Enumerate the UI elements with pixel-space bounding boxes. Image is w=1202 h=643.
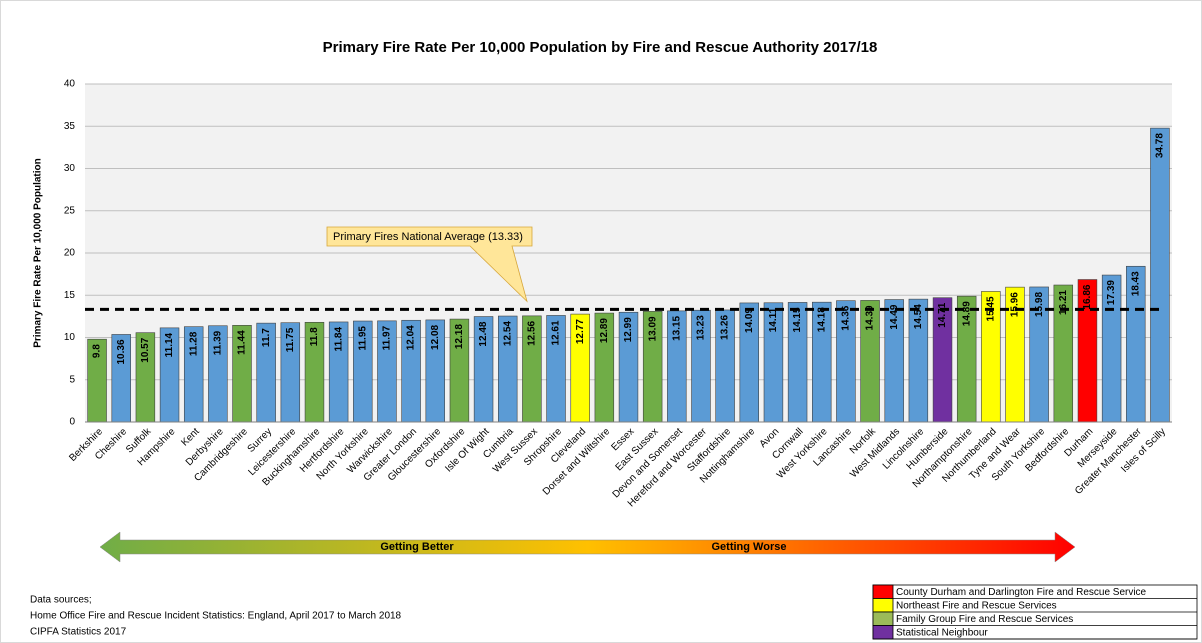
- legend-swatch: [872, 611, 894, 626]
- value-label: 12.61: [551, 320, 562, 345]
- value-label: 14.49: [889, 304, 900, 329]
- value-label: 11.28: [188, 331, 199, 356]
- y-tick-label: 5: [69, 374, 75, 385]
- legend-label: Statistical Neighbour: [896, 627, 988, 638]
- value-label: 12.89: [599, 318, 610, 343]
- value-label: 11.14: [164, 332, 175, 357]
- value-label: 34.78: [1155, 133, 1166, 158]
- value-label: 15.96: [1010, 292, 1021, 317]
- value-label: 11.7: [261, 328, 272, 347]
- value-label: 11.44: [237, 330, 248, 355]
- y-tick-label: 35: [64, 121, 76, 132]
- legend-swatch: [872, 584, 894, 599]
- value-label: 12.56: [527, 320, 538, 345]
- y-tick-label: 40: [64, 79, 76, 90]
- bar: [1150, 127, 1170, 423]
- value-label: 16.21: [1058, 290, 1069, 315]
- value-label: 14.36: [841, 305, 852, 330]
- value-label: 12.18: [454, 324, 465, 349]
- value-label: 13.15: [671, 315, 682, 340]
- legend-swatch: [872, 598, 894, 613]
- value-label: 13.23: [696, 315, 707, 340]
- source-text: CIPFA Statistics 2017: [30, 627, 127, 638]
- value-label: 14.39: [865, 305, 876, 330]
- value-label: 14.15: [792, 307, 803, 332]
- value-label: 10.57: [140, 337, 151, 362]
- legend-label: Family Group Fire and Rescue Services: [896, 614, 1073, 625]
- arrow-label: Getting Worse: [712, 541, 787, 553]
- value-label: 14.09: [744, 308, 755, 333]
- value-label: 11.75: [285, 327, 296, 352]
- value-label: 10.36: [116, 339, 127, 364]
- value-label: 12.08: [430, 324, 441, 349]
- value-label: 14.54: [913, 304, 924, 329]
- value-label: 12.04: [406, 325, 417, 350]
- value-label: 13.09: [647, 316, 658, 341]
- value-label: 16.86: [1082, 284, 1093, 309]
- value-label: 12.99: [623, 317, 634, 342]
- legend-swatch: [872, 625, 894, 640]
- average-label: Primary Fires National Average (13.33): [333, 231, 523, 243]
- source-text: Home Office Fire and Rescue Incident Sta…: [30, 611, 402, 622]
- value-label: 11.8: [309, 327, 320, 346]
- value-label: 14.89: [961, 301, 972, 326]
- y-tick-label: 15: [64, 290, 76, 301]
- value-label: 12.77: [575, 319, 586, 344]
- value-label: 17.39: [1106, 280, 1117, 305]
- value-label: 18.43: [1130, 271, 1141, 296]
- value-label: 11.84: [333, 327, 344, 352]
- y-tick-label: 10: [64, 332, 76, 343]
- y-tick-label: 30: [64, 163, 76, 174]
- arrow-label: Getting Better: [380, 541, 454, 553]
- value-label: 14.18: [816, 307, 827, 332]
- callout: [326, 226, 533, 303]
- value-label: 11.97: [382, 325, 393, 350]
- y-tick-label: 20: [64, 248, 76, 259]
- value-label: 13.26: [720, 315, 731, 340]
- y-tick-label: 0: [69, 417, 75, 428]
- value-label: 15.98: [1034, 292, 1045, 317]
- value-label: 14.11: [768, 307, 779, 332]
- source-text: Data sources;: [30, 595, 92, 606]
- y-tick-label: 25: [64, 205, 76, 216]
- y-axis-label: Primary Fire Rate Per 10,000 Population: [33, 158, 44, 348]
- legend-label: County Durham and Darlington Fire and Re…: [896, 587, 1147, 598]
- legend-label: Northeast Fire and Rescue Services: [896, 600, 1057, 611]
- value-label: 11.39: [212, 330, 223, 355]
- value-label: 12.54: [502, 321, 513, 346]
- value-label: 12.48: [478, 321, 489, 346]
- value-label: 14.71: [937, 302, 948, 327]
- trend-arrow: [99, 531, 1076, 563]
- chart-title: Primary Fire Rate Per 10,000 Population …: [323, 39, 878, 56]
- value-label: 11.95: [357, 326, 368, 351]
- value-label: 9.8: [92, 344, 103, 358]
